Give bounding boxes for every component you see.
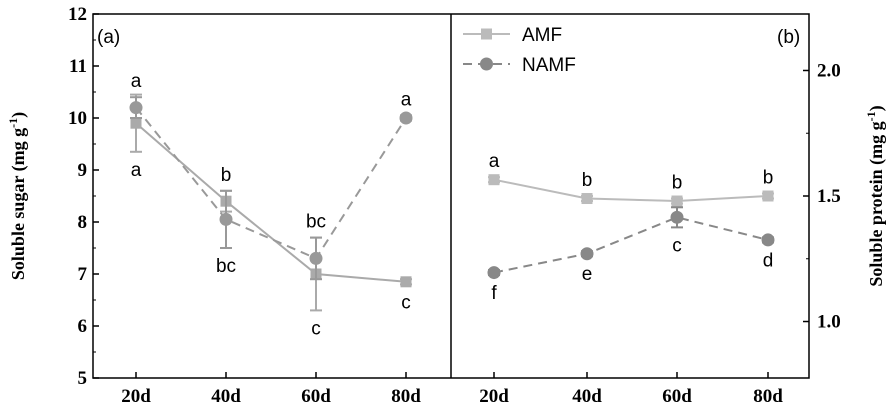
data-point-circle — [670, 210, 684, 224]
y-axis-title: Soluble protein (mg g-1) — [864, 105, 887, 286]
y-axis-title: Soluble sugar (mg g-1) — [6, 112, 29, 280]
y-tick-label: 1.5 — [817, 186, 841, 207]
series-line-namf — [135, 106, 407, 260]
legend-label-namf: NAMF — [522, 55, 576, 76]
data-point-square — [400, 276, 412, 288]
y-tick-label: 9 — [78, 160, 88, 181]
data-point-square — [581, 193, 593, 205]
significance-letter: f — [491, 283, 497, 304]
x-tick-label: 20d — [479, 386, 509, 406]
y-axis-title-main: Soluble protein (mg g — [866, 121, 887, 286]
y-tick-label: 1.0 — [817, 312, 841, 333]
legend-marker-circle — [480, 57, 493, 71]
y-tick-label: 5 — [78, 368, 88, 389]
data-point-square — [130, 117, 142, 129]
chart-labels: 5 6 7 8 9 10 11 12 20d 40d 60d 80d (a) Soluble sugar … — [6, 4, 887, 406]
data-point-circle — [761, 233, 775, 247]
legend-label-amf: AMF — [522, 25, 562, 46]
data-point-square — [762, 190, 774, 202]
legend: AMF NAMF — [463, 25, 576, 76]
x-tick-label: 60d — [301, 386, 331, 406]
significance-letter: bc — [216, 256, 236, 277]
series-line-namf — [493, 216, 769, 274]
data-point-circle — [219, 212, 233, 226]
x-tick-label: 20d — [121, 386, 151, 406]
y-tick-label: 12 — [68, 4, 87, 25]
series-line-amf — [493, 178, 769, 203]
significance-letter: bc — [306, 212, 326, 233]
y-axis-title-sup: -1 — [864, 111, 878, 121]
y-tick-label: 11 — [69, 56, 87, 77]
data-point-circle — [129, 101, 143, 115]
panel-label: (a) — [97, 27, 120, 48]
data-point-circle — [580, 247, 594, 261]
y-tick-label: 2.0 — [817, 60, 841, 81]
significance-letter: a — [131, 160, 142, 181]
x-tick-label: 80d — [753, 386, 783, 406]
significance-letter: c — [401, 292, 411, 313]
significance-letter: a — [131, 71, 142, 92]
chart-marks — [129, 93, 775, 312]
x-tick-label: 60d — [662, 386, 692, 406]
x-tick-label: 80d — [391, 386, 421, 406]
y-tick-label: 7 — [78, 264, 88, 285]
y-tick-label: 6 — [78, 316, 88, 337]
significance-letter: e — [582, 264, 593, 285]
significance-letter: c — [672, 235, 682, 256]
data-point-square — [671, 195, 683, 207]
significance-letter: a — [401, 89, 412, 110]
significance-letter: a — [489, 151, 500, 172]
y-tick-label: 8 — [78, 212, 88, 233]
y-axis-title-main: Soluble sugar (mg g — [8, 128, 29, 280]
significance-letter: b — [221, 165, 232, 186]
y-axis-title-end: ) — [866, 105, 887, 111]
data-point-circle — [487, 266, 501, 280]
axes — [93, 13, 809, 379]
y-axis-title-sup: -1 — [6, 118, 20, 128]
data-point-circle — [309, 251, 323, 265]
significance-letter: b — [763, 167, 774, 188]
panel-label: (b) — [777, 27, 800, 48]
data-point-square — [488, 174, 500, 186]
significance-letter: b — [582, 170, 593, 191]
significance-letter: d — [763, 250, 774, 271]
legend-marker-square — [481, 28, 492, 40]
series-line-amf — [135, 122, 407, 283]
data-point-circle — [399, 111, 413, 125]
x-tick-label: 40d — [572, 386, 602, 406]
significance-letter: b — [672, 173, 683, 194]
y-tick-label: 10 — [68, 108, 87, 129]
x-tick-label: 40d — [211, 386, 241, 406]
plot-frame — [92, 13, 810, 379]
y-axis-title-end: ) — [8, 112, 29, 118]
significance-letter: c — [311, 318, 321, 339]
